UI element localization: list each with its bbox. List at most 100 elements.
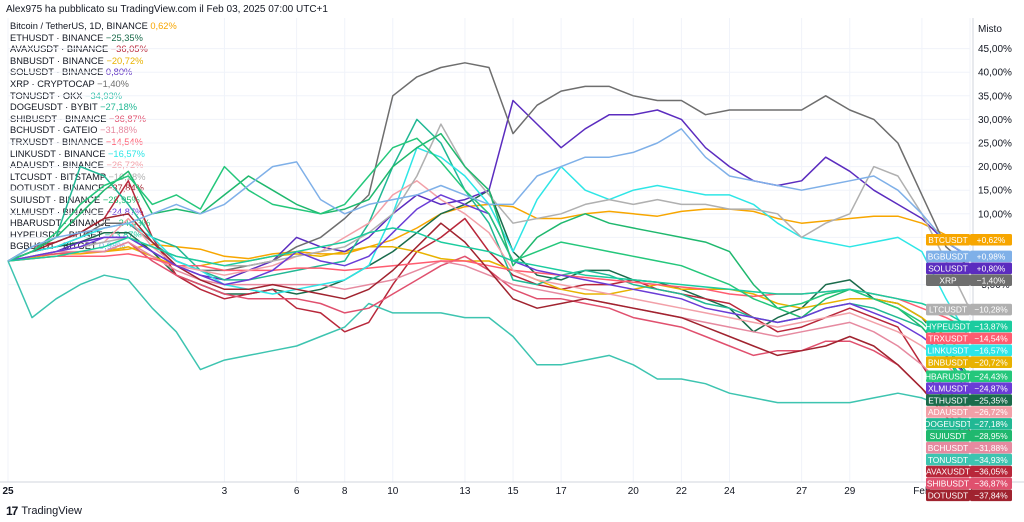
tag-symbol-bg <box>926 477 970 490</box>
legend-row[interactable]: DOGEUSDT · BYBIT −27,18% <box>10 102 177 114</box>
tag-symbol-bg <box>926 418 970 430</box>
series-line-suiusdt[interactable] <box>7 132 971 398</box>
tag-symbol-bg <box>926 406 970 418</box>
legend-series-change: −28,95% <box>102 194 140 205</box>
tag-symbol: LTCUSDT <box>929 305 967 315</box>
tag-value-bg <box>970 233 1012 246</box>
x-tick-label: 27 <box>796 486 808 497</box>
legend-series-name: LTCUSDT · BITSTAMP <box>10 171 109 182</box>
tag-value: −34,93% <box>974 455 1008 465</box>
legend-row[interactable]: TRXUSDT · BINANCE −14,54% <box>10 137 177 149</box>
tag-symbol-bg <box>926 332 970 345</box>
series-line-avaxusdt[interactable] <box>7 180 971 432</box>
tag-value-bg <box>970 356 1012 368</box>
legend-row[interactable]: LINKUSDT · BINANCE −16,57% <box>10 149 177 161</box>
x-tick-label: 24 <box>724 486 736 497</box>
tag-symbol: XRP <box>939 275 957 285</box>
legend-row[interactable]: ETHUSDT · BINANCE −25,35% <box>10 33 177 45</box>
tradingview-footer: 17 TradingView <box>6 504 82 518</box>
legend-row[interactable]: ADAUSDT · BINANCE −26,72% <box>10 160 177 172</box>
tag-symbol: ETHUSDT <box>928 395 968 405</box>
tag-value: −31,88% <box>974 443 1008 453</box>
legend-series-name: ADAUSDT · BINANCE <box>10 160 107 171</box>
x-tick-label: 25 <box>2 486 14 497</box>
tag-value: −20,72% <box>974 357 1008 367</box>
tag-value: −27,18% <box>974 419 1008 429</box>
legend-row[interactable]: XRP · CRYPTOCAP −1,40% <box>10 79 177 91</box>
legend-row[interactable]: DOTUSDT · BINANCE −37,84% <box>10 183 177 195</box>
x-tick-label: 6 <box>294 486 300 497</box>
series-line-bgbusdt[interactable] <box>7 128 971 262</box>
y-tick-label: 20,00% <box>978 162 1012 173</box>
legend-row[interactable]: XLMUSDT · BINANCE −24,87% <box>10 207 177 219</box>
series-line-hbarusdt[interactable] <box>7 137 971 377</box>
legend-row[interactable]: Bitcoin / TetherUS, 1D, BINANCE 0,62% <box>10 21 177 33</box>
legend-series-name: BCHUSDT · GATEIO <box>10 125 101 136</box>
series-line-dotusdt[interactable] <box>7 213 971 441</box>
tag-value-bg <box>970 370 1012 383</box>
x-tick-label: 20 <box>628 486 640 497</box>
tradingview-logo-icon: 17 <box>6 504 18 518</box>
tag-symbol: AVAXUSDT <box>926 467 970 477</box>
series-line-linkusdt[interactable] <box>7 146 971 340</box>
y-tick-label: 10,00% <box>978 209 1012 220</box>
tag-symbol-bg <box>926 356 970 368</box>
x-tick-label: Feb <box>913 486 931 497</box>
legend-series-change: −1,40% <box>97 78 129 89</box>
tag-value-bg <box>970 465 1012 478</box>
series-line-xrp[interactable] <box>7 62 971 272</box>
series-line-hypeusdt[interactable] <box>7 227 971 328</box>
tag-symbol-bg <box>926 489 970 502</box>
tag-value: −24,87% <box>974 383 1008 393</box>
tag-symbol-bg <box>926 453 970 466</box>
tag-symbol: XLMUSDT <box>928 383 968 393</box>
legend-row[interactable]: HYPEUSDT · BITGET −13,87% <box>10 230 177 242</box>
y-tick-label: 35,00% <box>978 91 1012 102</box>
legend-row[interactable]: SHIBUSDT · BINANCE −36,87% <box>10 114 177 126</box>
tag-value-bg <box>970 477 1012 490</box>
legend-series-change: 0,98% <box>99 241 126 252</box>
legend-row[interactable]: BCHUSDT · GATEIO −31,88% <box>10 125 177 137</box>
series-line-ltcusdt[interactable] <box>7 123 971 310</box>
series-line-ethusdt[interactable] <box>7 189 971 382</box>
tag-symbol: LINKUSDT <box>927 345 968 355</box>
legend-row[interactable]: SUIUSDT · BINANCE −28,95% <box>10 195 177 207</box>
legend-row[interactable]: AVAXUSDT · BINANCE −36,05% <box>10 44 177 56</box>
legend-row[interactable]: BNBUSDT · BINANCE −20,72% <box>10 56 177 68</box>
tag-value: −14,54% <box>974 334 1008 344</box>
legend-series-name: DOGEUSDT · BYBIT <box>10 102 101 113</box>
legend-series-name: DOTUSDT · BINANCE <box>10 183 107 194</box>
legend-series-name: XLMUSDT · BINANCE <box>10 206 107 217</box>
series-line-tonusdt[interactable] <box>7 260 971 427</box>
x-tick-label: 17 <box>556 486 568 497</box>
tag-symbol: SHIBUSDT <box>927 479 969 489</box>
legend-series-change: −25,35% <box>105 32 143 43</box>
legend-series-change: −16,57% <box>107 148 145 159</box>
tag-symbol-bg <box>926 441 970 454</box>
tag-value: −25,35% <box>974 395 1008 405</box>
tag-symbol: BGBUSDT <box>928 252 969 262</box>
legend-series-name: TRXUSDT · BINANCE <box>10 136 106 147</box>
legend-series-name: SUIUSDT · BINANCE <box>10 194 103 205</box>
legend-series-change: −24,87% <box>106 206 144 217</box>
tag-symbol: SUIUSDT <box>930 431 967 441</box>
tag-value-bg <box>970 418 1012 430</box>
series-line-adausdt[interactable] <box>7 180 971 388</box>
series-line-dogeusdt[interactable] <box>7 118 971 390</box>
scale-mode-label[interactable]: Misto <box>978 24 1002 35</box>
tag-value: −1,40% <box>977 275 1006 285</box>
y-tick-label: 30,00% <box>978 115 1012 126</box>
series-line-bchusdt[interactable] <box>7 241 971 413</box>
legend-series-change: −31,88% <box>100 125 138 136</box>
tag-value-bg <box>970 430 1012 442</box>
legend-series-change: −36,05% <box>110 44 148 55</box>
tag-value: +0,98% <box>977 252 1006 262</box>
tag-value-bg <box>970 441 1012 454</box>
tag-value: −36,05% <box>974 467 1008 477</box>
tag-symbol: BTCUSDT <box>928 235 968 245</box>
legend-series-name: LINKUSDT · BINANCE <box>10 148 108 159</box>
legend-row[interactable]: BGBUSDT · BITGET 0,98% <box>10 241 177 253</box>
tag-value: −36,87% <box>974 479 1008 489</box>
tag-symbol: BCHUSDT <box>928 443 968 453</box>
